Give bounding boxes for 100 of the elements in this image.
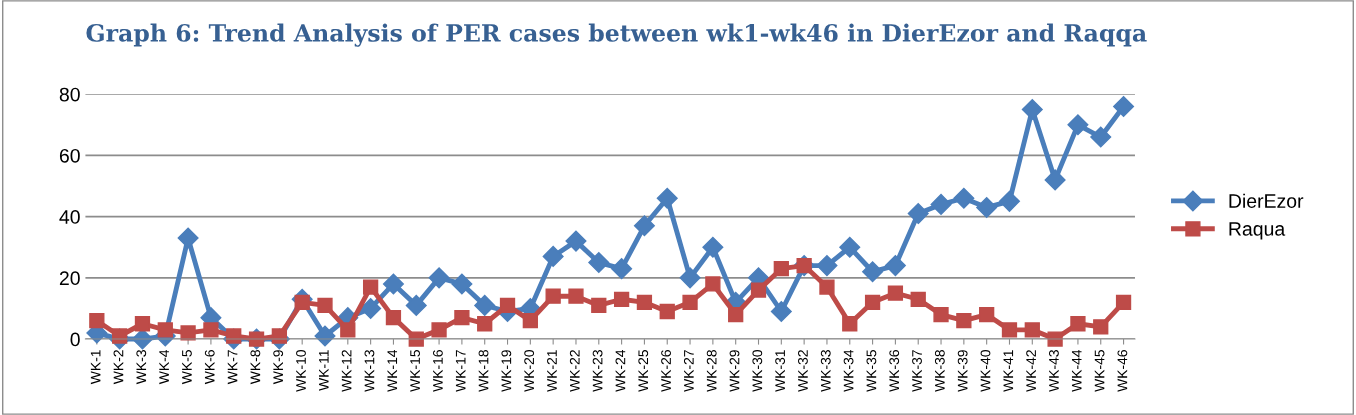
x-tick-label: WK-39 — [957, 350, 968, 392]
point — [157, 322, 173, 338]
point — [499, 297, 516, 314]
x-tick-label: WK-26 — [661, 350, 671, 392]
x-tick-label: WK-40 — [980, 350, 991, 392]
point — [362, 279, 379, 295]
x-tick-label: WK-12 — [341, 350, 352, 392]
point — [728, 306, 744, 323]
point — [408, 331, 424, 347]
x-tick-label: WK-16 — [432, 350, 443, 392]
x-tick-label: WK-15 — [410, 350, 420, 392]
point — [864, 294, 881, 310]
x-tick-label: WK-24 — [615, 349, 626, 392]
point — [591, 297, 607, 314]
x-tick-label: WK-42 — [1026, 350, 1036, 392]
point — [702, 236, 724, 258]
point — [1093, 319, 1109, 335]
x-tick-label: WK-36 — [889, 350, 900, 392]
point — [910, 291, 926, 307]
legend-label: DierEzor — [1229, 193, 1304, 208]
point — [474, 294, 496, 316]
x-tick-label: WK-35 — [866, 350, 877, 392]
point — [682, 294, 698, 310]
point — [636, 294, 653, 310]
x-tick-label: WK-32 — [798, 350, 808, 392]
x-tick-label: WK-19 — [501, 350, 512, 392]
point — [770, 300, 792, 323]
point — [454, 309, 470, 326]
x-tick-label: WK-20 — [524, 350, 535, 392]
point — [1001, 322, 1018, 338]
x-tick-label: WK-17 — [455, 350, 466, 392]
x-tick-label: WK-34 — [843, 349, 854, 392]
point — [385, 309, 402, 326]
point — [705, 276, 721, 292]
x-tick-label: WK-18 — [478, 350, 489, 392]
point — [611, 258, 633, 280]
point — [1070, 316, 1086, 332]
x-tick-label: WK-46 — [1117, 350, 1128, 392]
point — [887, 285, 904, 301]
point — [773, 261, 789, 277]
point — [568, 288, 584, 304]
x-tick-label: WK-2 — [113, 350, 124, 385]
point — [1021, 98, 1043, 121]
point — [979, 306, 995, 323]
point — [862, 261, 884, 283]
y-tick-label: 40 — [59, 210, 80, 224]
y-tick-label: 20 — [59, 271, 80, 286]
x-tick-label: WK-41 — [1003, 350, 1014, 392]
y-tick-label: 0 — [70, 332, 80, 347]
point — [428, 267, 450, 289]
point — [294, 294, 310, 310]
point — [816, 255, 838, 277]
x-tick-label: WK-33 — [820, 350, 831, 392]
x-tick-label: WK-9 — [273, 350, 284, 385]
point — [819, 279, 835, 295]
x-tick-label: WK-3 — [136, 350, 147, 385]
x-tick-label: WK-22 — [569, 350, 580, 392]
x-tick-label: WK-29 — [729, 350, 740, 392]
x-tick-label: WK-38 — [934, 350, 945, 392]
x-tick-label: WK-21 — [547, 350, 557, 392]
x-tick-label: WK-45 — [1094, 350, 1105, 392]
point — [884, 255, 906, 277]
point — [177, 227, 199, 249]
x-tick-label: WK-25 — [638, 350, 649, 392]
point — [1024, 322, 1040, 338]
point — [953, 187, 975, 209]
point — [907, 203, 929, 225]
point — [1115, 294, 1132, 310]
point — [203, 322, 219, 338]
x-tick-label: WK-5 — [182, 350, 192, 385]
point — [679, 267, 701, 289]
point — [477, 316, 493, 332]
point — [317, 297, 333, 314]
point — [956, 313, 972, 329]
point — [656, 187, 678, 209]
point — [89, 313, 105, 329]
point — [180, 325, 196, 341]
point — [588, 252, 610, 274]
point — [431, 322, 447, 338]
point — [522, 313, 538, 329]
x-tick-label: WK-23 — [592, 350, 603, 392]
x-tick-label: WK-4 — [159, 349, 169, 385]
x-tick-label: WK-13 — [364, 350, 375, 392]
y-tick-label: 80 — [59, 87, 80, 102]
chart-title: Graph 6: Trend Analysis of PER cases between wk1-wk46 in DierEzor and Raqqa — [86, 23, 1147, 47]
point — [842, 316, 858, 332]
point — [976, 196, 998, 218]
point — [1044, 169, 1066, 191]
point — [340, 322, 356, 338]
point — [613, 291, 630, 307]
point — [134, 316, 151, 332]
point — [451, 273, 473, 295]
point — [1090, 126, 1112, 148]
point — [633, 215, 655, 237]
x-tick-label: WK-14 — [387, 349, 398, 392]
x-tick-label: WK-28 — [706, 350, 717, 392]
point — [542, 245, 564, 267]
point — [998, 190, 1020, 212]
x-tick-label: WK-37 — [912, 350, 922, 392]
x-tick-label: WK-31 — [775, 350, 786, 392]
